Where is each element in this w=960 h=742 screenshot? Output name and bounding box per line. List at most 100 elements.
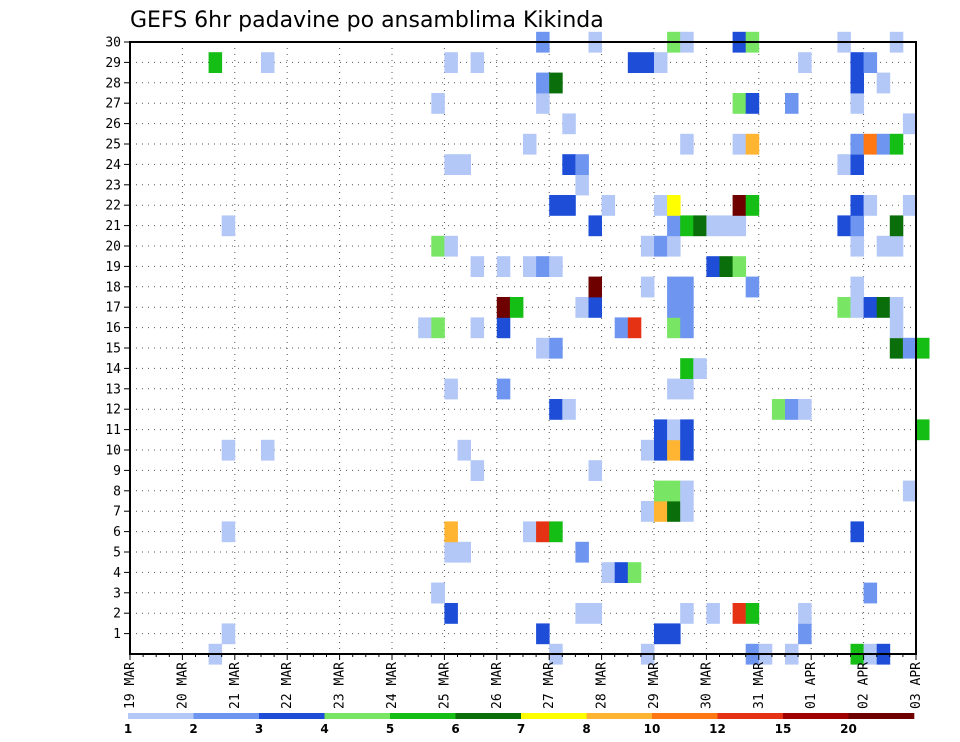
- precip-cell: [771, 399, 786, 420]
- precip-cell: [889, 337, 904, 359]
- y-tick-label: 9: [113, 464, 121, 479]
- precip-cell: [667, 317, 681, 339]
- precip-cell: [889, 133, 904, 155]
- x-tick-label: 25 MAR: [437, 662, 452, 709]
- precip-cell: [431, 317, 445, 339]
- precip-cell: [889, 235, 904, 257]
- legend-swatch: [783, 713, 849, 719]
- precip-cell: [902, 195, 917, 216]
- precip-cell: [667, 235, 681, 257]
- precip-cell: [627, 562, 642, 583]
- precip-cell: [444, 521, 458, 543]
- precip-cell: [509, 297, 524, 318]
- precip-cell: [614, 317, 629, 339]
- precip-cell: [745, 603, 760, 624]
- precip-cell: [680, 317, 694, 339]
- precip-cell: [732, 256, 747, 277]
- y-tick-label: 3: [113, 586, 121, 601]
- x-tick-label: 22 MAR: [280, 662, 295, 709]
- x-tick-label: 27 MAR: [542, 662, 557, 709]
- legend-swatch: [324, 713, 391, 719]
- precip-cell: [732, 195, 747, 216]
- precip-cell: [614, 562, 629, 583]
- y-tick-label: 21: [105, 219, 121, 234]
- precip-cell: [654, 52, 668, 73]
- precip-cell: [536, 72, 550, 94]
- precip-cell: [601, 195, 616, 216]
- precip-cell: [745, 93, 760, 114]
- precip-cell: [431, 235, 445, 257]
- precip-cell: [798, 623, 812, 645]
- precip-cell: [863, 52, 878, 73]
- precip-cell: [575, 154, 589, 175]
- legend-swatch: [128, 713, 194, 719]
- precip-cell: [654, 419, 668, 441]
- precip-cell: [706, 603, 720, 624]
- precip-cell: [680, 439, 694, 461]
- precip-cell: [680, 501, 694, 522]
- y-tick-label: 6: [113, 525, 121, 540]
- precip-cell: [549, 256, 563, 277]
- y-tick-label: 14: [105, 362, 121, 377]
- legend-label: 5: [386, 722, 394, 736]
- precip-cell: [863, 582, 878, 604]
- y-tick-label: 15: [105, 342, 121, 357]
- precip-cell: [221, 215, 236, 237]
- y-tick-label: 18: [105, 280, 121, 295]
- precip-cell: [680, 297, 694, 318]
- y-tick-label: 26: [105, 117, 121, 132]
- x-tick-label: 19 MAR: [123, 662, 138, 709]
- y-tick-label: 25: [105, 138, 121, 153]
- color-legend: 1 2 3 4 5 6 7 8 10 12 15 20: [124, 713, 915, 736]
- precip-cell: [667, 215, 681, 237]
- precip-cell: [667, 439, 681, 461]
- precip-cell: [902, 113, 917, 135]
- legend-swatch: [652, 713, 718, 719]
- y-tick-label: 10: [105, 444, 121, 459]
- legend-label: 10: [644, 722, 661, 736]
- precip-cell: [627, 317, 642, 339]
- precip-cell: [850, 521, 864, 543]
- precip-cell: [470, 460, 485, 481]
- y-tick-label: 27: [105, 97, 121, 112]
- precip-cell: [536, 337, 550, 359]
- precip-cell: [719, 215, 733, 237]
- precip-cell: [562, 154, 576, 175]
- x-axis: 19 MAR 20 MAR 21 MAR 22 MAR 23 MAR 24 MAR 25 M…: [123, 654, 924, 709]
- precip-cell: [850, 297, 864, 318]
- precip-cell: [693, 215, 707, 237]
- y-tick-label: 16: [105, 321, 121, 336]
- precip-cell: [654, 501, 668, 522]
- precip-cell: [536, 521, 550, 543]
- precip-cell: [496, 297, 511, 318]
- precip-cell: [680, 358, 694, 379]
- precip-cell: [837, 215, 851, 237]
- precip-cell: [680, 378, 694, 400]
- precip-cell: [496, 256, 511, 277]
- precip-cell: [221, 439, 236, 461]
- precip-cell: [863, 297, 878, 318]
- precip-cell: [680, 276, 694, 298]
- precip-cell: [850, 195, 864, 216]
- precip-cell: [627, 52, 642, 73]
- precip-cell: [876, 133, 891, 155]
- legend-swatch: [390, 713, 456, 719]
- precip-cell: [549, 337, 563, 359]
- legend-label: 7: [517, 722, 525, 736]
- y-tick-label: 20: [105, 240, 121, 255]
- precip-cell: [902, 337, 917, 359]
- precip-cell: [208, 52, 223, 73]
- y-tick-label: 24: [105, 158, 121, 173]
- precip-cell: [575, 603, 589, 624]
- precip-cell: [654, 235, 668, 257]
- y-tick-label: 12: [105, 403, 121, 418]
- precip-cell: [601, 562, 616, 583]
- precip-cell: [876, 72, 891, 94]
- chart-title: GEFS 6hr padavine po ansamblima Kikinda: [130, 8, 604, 33]
- precip-cell: [680, 215, 694, 237]
- x-tick-label: 30 MAR: [699, 662, 714, 709]
- y-tick-label: 7: [113, 505, 121, 520]
- precip-cell: [523, 133, 537, 155]
- precip-cell: [549, 521, 563, 543]
